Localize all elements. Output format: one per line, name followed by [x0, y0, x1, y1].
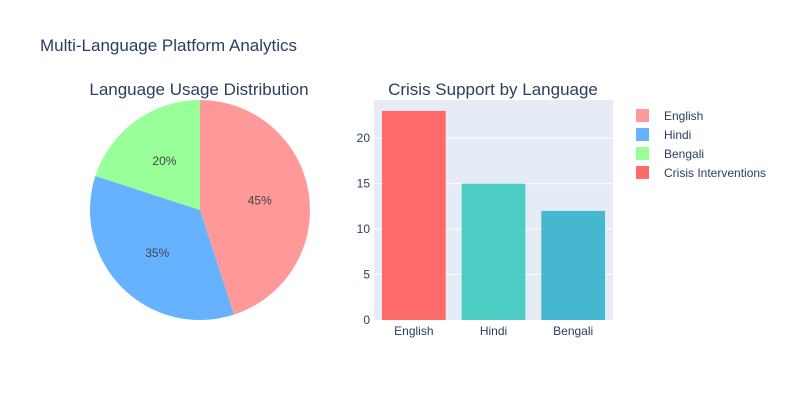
bar-hindi[interactable] — [461, 183, 526, 320]
x-tick-label-bengali: Bengali — [553, 324, 593, 338]
pie-slice-hindi[interactable] — [90, 176, 234, 320]
legend-swatch-bengali — [636, 147, 649, 160]
legend-swatch-hindi — [636, 128, 649, 141]
y-tick-label-0: 0 — [363, 313, 370, 327]
legend-item-hindi[interactable]: Hindi — [636, 128, 691, 142]
legend-label-hindi: Hindi — [664, 128, 691, 142]
legend-label-crisis-interventions: Crisis Interventions — [664, 166, 766, 180]
legend-swatch-crisis-interventions — [636, 166, 649, 179]
pie-label-english: 45% — [248, 194, 272, 208]
bar-bengali[interactable] — [541, 210, 606, 320]
legend-item-bengali[interactable]: Bengali — [636, 147, 704, 161]
x-tick-label-english: English — [394, 324, 433, 338]
bar-x-axis: English Hindi Bengali — [394, 324, 593, 338]
y-tick-label-20: 20 — [357, 131, 371, 145]
y-tick-label-10: 10 — [357, 222, 371, 236]
pie-slice-bengali[interactable] — [95, 100, 200, 210]
pie-slice-english[interactable] — [200, 100, 310, 315]
bar-title: Crisis Support by Language — [388, 80, 598, 99]
x-tick-label-hindi: Hindi — [480, 324, 507, 338]
pie-chart: 45% 35% 20% — [90, 100, 310, 320]
bar-y-axis: 0 5 10 15 20 — [357, 131, 371, 327]
bar-chart — [381, 110, 606, 320]
legend-label-bengali: Bengali — [664, 147, 704, 161]
legend-item-crisis-interventions[interactable]: Crisis Interventions — [636, 166, 766, 180]
pie-label-hindi: 35% — [145, 246, 169, 260]
legend-item-english[interactable]: English — [636, 109, 703, 123]
legend: English Hindi Bengali Crisis Interventions — [636, 109, 766, 180]
legend-swatch-english — [636, 109, 649, 122]
y-tick-label-15: 15 — [357, 177, 371, 191]
bar-english[interactable] — [381, 110, 446, 320]
figure-title: Multi-Language Platform Analytics — [40, 36, 297, 55]
pie-title: Language Usage Distribution — [89, 80, 308, 99]
legend-label-english: English — [664, 109, 703, 123]
pie-label-bengali: 20% — [152, 154, 176, 168]
y-tick-label-5: 5 — [363, 268, 370, 282]
